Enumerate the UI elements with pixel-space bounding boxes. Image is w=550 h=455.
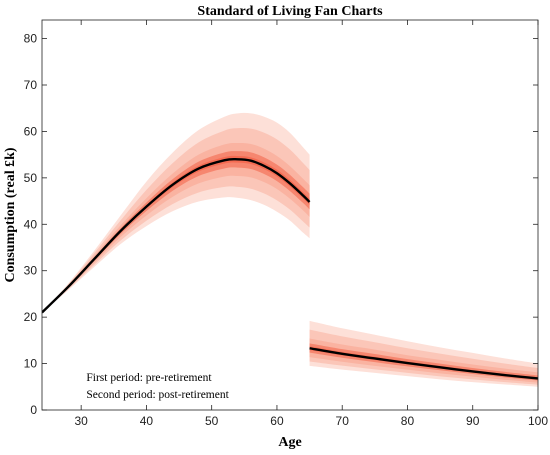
x-tick-label: 60 (270, 414, 284, 428)
annotation-2: Second period: post-retirement (86, 389, 229, 401)
x-tick-label: 80 (401, 414, 415, 428)
y-tick-label: 50 (24, 171, 38, 185)
y-axis-ticks: 0 10 20 30 40 50 60 70 80 (24, 32, 538, 417)
annotation-1: First period: pre-retirement (86, 372, 212, 384)
y-tick-label: 70 (24, 78, 38, 92)
x-axis-label: Age (278, 435, 301, 450)
y-tick-label: 80 (24, 32, 38, 46)
median-line-1 (42, 157, 311, 314)
y-tick-label: 30 (24, 264, 38, 278)
y-axis-label: Consumption (real £k) (3, 147, 18, 282)
median-line-2 (309, 347, 538, 380)
plot-frame (41, 19, 539, 411)
annotations: First period: pre-retirement Second perio… (86, 372, 229, 401)
x-tick-label: 50 (205, 414, 219, 428)
y-tick-label: 10 (24, 357, 38, 371)
x-tick-label: 30 (74, 414, 88, 428)
x-tick-label: 70 (336, 414, 350, 428)
y-tick-label: 60 (24, 124, 38, 138)
median-lines (42, 157, 538, 380)
x-tick-label: 90 (466, 414, 480, 428)
x-tick-label: 100 (528, 414, 548, 428)
y-tick-label: 0 (30, 403, 37, 417)
y-tick-label: 20 (24, 310, 38, 324)
y-tick-label: 40 (24, 217, 38, 231)
x-axis-ticks: 30 40 50 60 70 80 90 100 (74, 20, 548, 428)
x-tick-label: 40 (140, 414, 154, 428)
chart-title: Standard of Living Fan Charts (197, 4, 383, 19)
